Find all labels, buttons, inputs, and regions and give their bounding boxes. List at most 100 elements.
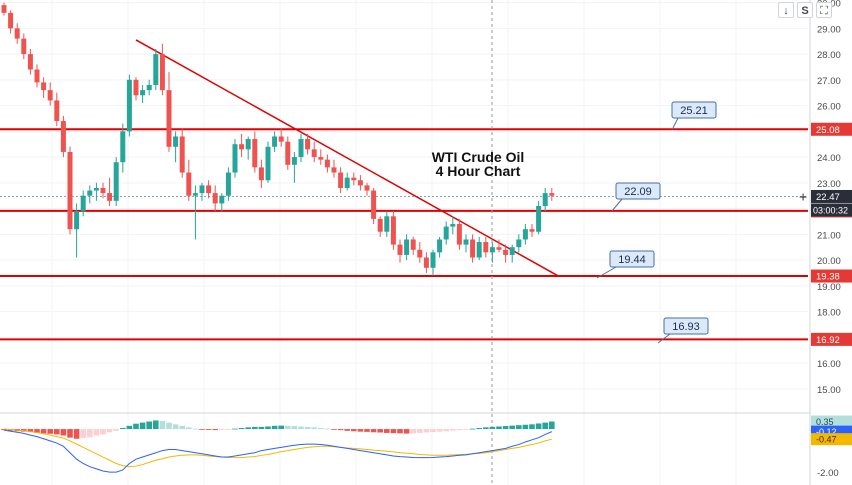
candle-body <box>47 90 53 101</box>
candle-body <box>489 247 495 253</box>
candle-body <box>371 190 377 219</box>
macd-histogram-bar <box>344 429 350 431</box>
macd-histogram-bar <box>166 422 172 430</box>
candle-body <box>245 139 251 150</box>
price-badge: 22.47 <box>811 189 852 203</box>
candle-body <box>549 193 555 196</box>
candle <box>417 242 423 263</box>
price-badge-text: 16.92 <box>816 335 840 346</box>
macd-histogram-bar <box>252 426 258 430</box>
macd-histogram-bar <box>54 429 60 435</box>
countdown-text: 03:00:32 <box>813 205 848 215</box>
candle <box>470 234 476 263</box>
price-badge-bg <box>811 269 852 283</box>
macd-histogram-bar <box>271 425 278 430</box>
macd-histogram-bar <box>232 428 238 430</box>
price-badge-text: 22.47 <box>816 192 840 203</box>
candle-body <box>212 193 218 204</box>
candle-body <box>311 149 317 158</box>
settings-button[interactable]: S <box>797 2 813 18</box>
candle <box>54 92 60 127</box>
candle-body <box>140 90 146 96</box>
candle-body <box>351 177 357 181</box>
callout-pointer <box>657 333 671 344</box>
macd-histogram-bar <box>384 429 390 433</box>
candle <box>364 182 370 196</box>
macd-histogram-bar <box>509 425 515 430</box>
candle-body <box>74 211 80 230</box>
candle-body <box>291 157 297 165</box>
macd-histogram-bar <box>47 429 53 434</box>
candle-body <box>470 239 476 258</box>
grid <box>0 0 808 485</box>
macd-histogram-bar <box>516 425 522 430</box>
countdown-bg <box>811 203 852 217</box>
macd-line <box>3 429 552 473</box>
candle <box>291 151 297 183</box>
candle-body <box>166 90 172 147</box>
macd-histogram-bar <box>370 429 377 433</box>
candle <box>496 239 502 253</box>
macd-histogram-bar <box>535 423 542 430</box>
callout-box <box>671 101 717 119</box>
price-badge-text: 19.38 <box>816 272 840 283</box>
price-tick-label: 20.00 <box>817 256 841 267</box>
macd-histogram-bar <box>238 427 245 430</box>
candle <box>113 157 119 206</box>
candle <box>107 177 113 206</box>
candle <box>476 236 482 261</box>
price-badge: 19.38 <box>811 269 852 283</box>
candle-body <box>192 193 198 196</box>
macd-histogram-bar <box>390 429 397 434</box>
price-tick-label: 24.00 <box>817 153 841 164</box>
candle <box>192 185 198 240</box>
candle <box>357 175 363 191</box>
price-tick-label: 21.00 <box>817 230 841 241</box>
candle <box>21 33 27 60</box>
download-button[interactable]: ↓ <box>778 2 794 18</box>
candle <box>1 2 7 16</box>
macd-histogram-bar <box>502 426 509 430</box>
macd-histogram-bar <box>126 425 133 430</box>
macd-panel <box>0 412 852 473</box>
price-badge: 25.08 <box>811 122 852 136</box>
macd-tick-label: -2.00 <box>817 468 839 479</box>
candle-body <box>93 187 99 191</box>
candle-body <box>179 136 185 173</box>
price-tick-label: 27.00 <box>817 76 841 87</box>
candle <box>404 234 410 261</box>
candle <box>199 182 205 201</box>
price-badge-bg <box>811 332 852 346</box>
level-labels: 25.21 22.09 19.44 16.93 <box>596 101 717 344</box>
fullscreen-button[interactable]: ⛶ <box>816 2 832 18</box>
candle-body <box>153 54 159 85</box>
candle-body <box>87 190 93 196</box>
candle <box>258 159 264 188</box>
macd-badge: -0.47 <box>811 433 852 446</box>
candle <box>430 249 436 276</box>
macd-badge-text: 0.35 <box>816 417 834 427</box>
candle <box>14 23 20 44</box>
macd-histogram-bar <box>186 427 192 430</box>
macd-histogram-bar <box>1 429 7 431</box>
arrow-down-icon: ↓ <box>783 5 789 17</box>
macd-histogram-bar <box>106 429 113 433</box>
macd-histogram-bar <box>285 425 291 430</box>
macd-badge-text: -0.47 <box>816 435 837 445</box>
price-tick-label: 19.00 <box>817 282 841 293</box>
callout-box <box>609 250 655 268</box>
candle-body <box>331 167 337 173</box>
candle-body <box>305 139 311 150</box>
candle-body <box>357 180 363 186</box>
candle <box>153 48 159 91</box>
candle <box>245 136 251 160</box>
candle-body <box>133 79 139 96</box>
chart-subtitle: 4 Hour Chart <box>436 163 521 179</box>
macd-histogram-bar <box>443 429 449 432</box>
candle <box>87 185 93 204</box>
macd-histogram-bar <box>318 427 324 430</box>
macd-badge-bg <box>811 415 852 428</box>
candle-body <box>542 193 548 206</box>
